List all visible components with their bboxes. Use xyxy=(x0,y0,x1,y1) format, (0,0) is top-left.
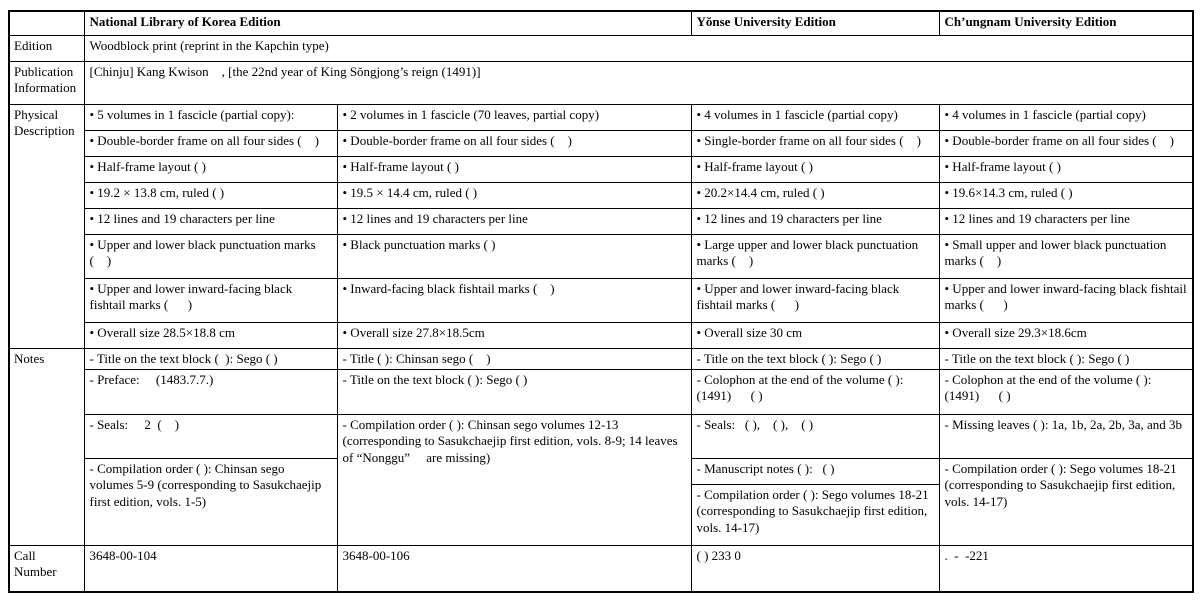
notes-item: - Title on the text block ( ): Sego ( ) xyxy=(940,349,1192,370)
notes-item: - Title on the text block ( ): Sego ( ) xyxy=(692,349,938,370)
physical-volumes-nlk-a: • 5 volumes in 1 fascicle (partial copy)… xyxy=(83,103,338,131)
call-number-yonse: ( ) 233 0 xyxy=(690,544,940,593)
physical-halfframe-chungnam: • Half-frame layout ( ) xyxy=(938,155,1194,183)
physical-halfframe-nlk-a: • Half-frame layout ( ) xyxy=(83,155,338,183)
notes-item: - Title on the text block ( ): Sego ( ) xyxy=(85,349,336,370)
notes-item: - Compilation order ( ): Chinsan sego vo… xyxy=(89,460,322,510)
notes-item: - Compilation order ( ): Chinsan sego vo… xyxy=(342,416,678,466)
publication-value: [Chinju] Kang Kwison , [the 22nd year of… xyxy=(83,60,1194,105)
row-label-edition: Edition xyxy=(8,34,85,62)
physical-lines-nlk-a: • 12 lines and 19 characters per line xyxy=(83,207,338,235)
header-national-library-edition: National Library of Korea Edition xyxy=(83,10,692,36)
physical-lines-nlk-b: • 12 lines and 19 characters per line xyxy=(336,207,692,235)
physical-lines-yonse: • 12 lines and 19 characters per line xyxy=(690,207,940,235)
notes-item: - Colophon at the end of the volume ( ):… xyxy=(940,370,1192,415)
call-number-nlk-a: 3648-00-104 xyxy=(83,544,338,593)
notes-item: - Compilation order ( ): Sego volumes 18… xyxy=(944,460,1177,510)
notes-item: - Preface: (1483.7.7.) xyxy=(85,370,336,415)
physical-border-yonse: • Single-border frame on all four sides … xyxy=(690,129,940,157)
notes-col-yonse: - Title on the text block ( ): Sego ( ) … xyxy=(690,347,940,546)
notes-item: - Colophon at the end of the volume ( ):… xyxy=(692,370,938,415)
physical-lines-chungnam: • 12 lines and 19 characters per line xyxy=(938,207,1194,235)
edition-value: Woodblock print (reprint in the Kapchin … xyxy=(83,34,1194,62)
row-label-notes: Notes xyxy=(8,347,85,546)
notes-item: - Seals: 2 ( ) xyxy=(85,415,336,459)
physical-halfframe-nlk-b: • Half-frame layout ( ) xyxy=(336,155,692,183)
header-yonse-edition: Yŏnse University Edition xyxy=(690,10,940,36)
physical-volumes-yonse: • 4 volumes in 1 fascicle (partial copy) xyxy=(690,103,940,131)
row-label-physical-description: Physical Description xyxy=(8,103,85,349)
physical-overall-nlk-a: • Overall size 28.5×18.8 cm xyxy=(83,321,338,349)
notes-item: - Compilation order ( ): Sego volumes 18… xyxy=(696,486,929,536)
header-corner-cell xyxy=(8,10,85,36)
physical-fishtail-nlk-a: • Upper and lower inward-facing black fi… xyxy=(83,277,338,323)
notes-col-nlk-b: - Title ( ): Chinsan sego ( ) - Title on… xyxy=(336,347,692,546)
physical-size-nlk-b: • 19.5 × 14.4 cm, ruled ( ) xyxy=(336,181,692,209)
notes-item: - Seals: ( ), ( ), ( ) xyxy=(692,415,938,459)
physical-border-chungnam: • Double-border frame on all four sides … xyxy=(938,129,1194,157)
physical-fishtail-nlk-b: • Inward-facing black fishtail marks ( ) xyxy=(336,277,692,323)
notes-item: - Title ( ): Chinsan sego ( ) xyxy=(338,349,690,370)
physical-punctuation-yonse: • Large upper and lower black punctuatio… xyxy=(690,233,940,279)
physical-volumes-nlk-b: • 2 volumes in 1 fascicle (70 leaves, pa… xyxy=(336,103,692,131)
physical-punctuation-chungnam: • Small upper and lower black punctuatio… xyxy=(938,233,1194,279)
physical-size-nlk-a: • 19.2 × 13.8 cm, ruled ( ) xyxy=(83,181,338,209)
physical-punctuation-nlk-a: • Upper and lower black punctuation mark… xyxy=(83,233,338,279)
physical-fishtail-yonse: • Upper and lower inward-facing black fi… xyxy=(690,277,940,323)
edition-comparison-table: National Library of Korea Edition Yŏnse … xyxy=(8,10,1194,593)
notes-item: - Title on the text block ( ): Sego ( ) xyxy=(338,370,690,415)
physical-overall-nlk-b: • Overall size 27.8×18.5cm xyxy=(336,321,692,349)
physical-size-yonse: • 20.2×14.4 cm, ruled ( ) xyxy=(690,181,940,209)
notes-col-chungnam: - Title on the text block ( ): Sego ( ) … xyxy=(938,347,1194,546)
physical-border-nlk-b: • Double-border frame on all four sides … xyxy=(336,129,692,157)
notes-item: - Missing leaves ( ): 1a, 1b, 2a, 2b, 3a… xyxy=(940,415,1192,459)
physical-fishtail-chungnam: • Upper and lower inward-facing black fi… xyxy=(938,277,1194,323)
notes-col-nlk-a: - Title on the text block ( ): Sego ( ) … xyxy=(83,347,338,546)
physical-border-nlk-a: • Double-border frame on all four sides … xyxy=(83,129,338,157)
row-label-publication: Publication Information xyxy=(8,60,85,105)
physical-size-chungnam: • 19.6×14.3 cm, ruled ( ) xyxy=(938,181,1194,209)
physical-punctuation-nlk-b: • Black punctuation marks ( ) xyxy=(336,233,692,279)
physical-volumes-chungnam: • 4 volumes in 1 fascicle (partial copy) xyxy=(938,103,1194,131)
call-number-chungnam: . - -221 xyxy=(938,544,1194,593)
notes-item: - Manuscript notes ( ): ( ) xyxy=(692,459,938,485)
header-chungnam-edition: Ch’ungnam University Edition xyxy=(938,10,1194,36)
physical-halfframe-yonse: • Half-frame layout ( ) xyxy=(690,155,940,183)
physical-overall-chungnam: • Overall size 29.3×18.6cm xyxy=(938,321,1194,349)
call-number-nlk-b: 3648-00-106 xyxy=(336,544,692,593)
physical-overall-yonse: • Overall size 30 cm xyxy=(690,321,940,349)
row-label-call-number: Call Number xyxy=(8,544,85,593)
